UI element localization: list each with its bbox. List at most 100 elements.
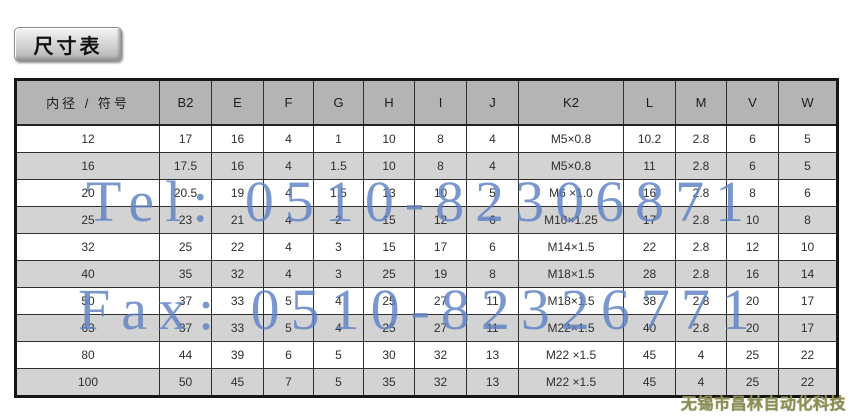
column-header: M	[675, 79, 727, 126]
table-cell: M22×1.5	[518, 314, 624, 342]
table-cell: 23	[159, 206, 212, 234]
table-cell: 20	[726, 314, 779, 342]
column-header: F	[263, 79, 314, 126]
table-cell: 32	[414, 368, 467, 397]
column-header: L	[623, 79, 676, 126]
table-cell: 12	[15, 124, 160, 153]
table-cell: 19	[414, 260, 467, 288]
table-cell: 6	[466, 206, 519, 234]
table-cell: 13	[466, 341, 519, 369]
table-cell: 37	[159, 314, 212, 342]
table-cell: 2.8	[675, 287, 727, 315]
table-row: 80 44 39 6 5 30 32 13 M22 ×1.5 45 4 25 22	[15, 341, 838, 369]
table-cell: 25	[15, 206, 160, 234]
table-cell: 32	[211, 260, 264, 288]
table-cell: 8	[414, 124, 467, 153]
table-row: 16 17.5 16 4 1.5 10 8 4 M5×0.8 11 2.8 6 5	[15, 152, 838, 180]
table-cell: 5	[778, 152, 838, 180]
table-cell: 5	[263, 314, 314, 342]
section-title-button: 尺寸表	[14, 27, 122, 61]
table-cell: 20	[726, 287, 779, 315]
table-cell: 50	[159, 368, 212, 397]
table-cell: 32	[414, 341, 467, 369]
table-cell: 4	[313, 287, 364, 315]
table-cell: 4	[263, 124, 314, 153]
table-row: 32 25 22 4 3 15 17 6 M14×1.5 22 2.8 12 10	[15, 233, 838, 261]
table-cell: 50	[15, 287, 160, 315]
column-header: V	[726, 79, 779, 126]
table-cell: 7	[263, 368, 314, 397]
table-cell: 2.8	[675, 124, 727, 153]
table-cell: 22	[778, 341, 838, 369]
table-cell: 4	[466, 152, 519, 180]
brand-watermark: 无锡市昌林自动化科技	[681, 396, 847, 413]
table-cell: 15	[363, 206, 415, 234]
table-row: 25 23 21 4 2 15 12 6 M10×1.25 17 2.8 10 8	[15, 206, 838, 234]
column-header: J	[466, 79, 519, 126]
table-cell: 12	[414, 206, 467, 234]
table-cell: 20	[15, 179, 160, 207]
table-cell: 4	[263, 206, 314, 234]
column-header: W	[778, 79, 838, 126]
table-cell: 10.2	[623, 124, 676, 153]
table-cell: 13	[466, 368, 519, 397]
table-cell: 8	[726, 179, 779, 207]
table-cell: 28	[623, 260, 676, 288]
table-cell: 6	[466, 233, 519, 261]
table-cell: 80	[15, 341, 160, 369]
table-cell: 10	[778, 233, 838, 261]
table-cell: 5	[466, 179, 519, 207]
table-cell: 27	[414, 314, 467, 342]
table-cell: M14×1.5	[518, 233, 624, 261]
table-cell: 17	[623, 206, 676, 234]
table-cell: 16	[211, 152, 264, 180]
table-cell: M22 ×1.5	[518, 341, 624, 369]
table-row: 20 20.5 19 4 1.5 13 10 5 M6 ×1.0 16 2.8 8 6	[15, 179, 838, 207]
section-title-label: 尺寸表	[33, 35, 103, 58]
table-cell: 12	[726, 233, 779, 261]
table-cell: 4	[263, 260, 314, 288]
table-cell: 2.8	[675, 233, 727, 261]
table-cell: 10	[363, 124, 415, 153]
table-cell: 10	[414, 179, 467, 207]
table-cell: 25	[726, 341, 779, 369]
table-cell: 13	[363, 179, 415, 207]
table-cell: 100	[15, 368, 160, 397]
table-cell: 10	[726, 206, 779, 234]
table-cell: 17	[159, 124, 212, 153]
table-cell: 17	[778, 287, 838, 315]
table-row: 100 50 45 7 5 35 32 13 M22 ×1.5 45 4 25 22	[15, 368, 838, 397]
table-cell: 3	[313, 233, 364, 261]
table-cell: 4	[263, 233, 314, 261]
table-cell: 1.5	[313, 152, 364, 180]
table-cell: 2.8	[675, 179, 727, 207]
column-header: 内径 / 符号	[15, 79, 160, 126]
table-cell: 2	[313, 206, 364, 234]
table-cell: 22	[623, 233, 676, 261]
table-cell: 25	[363, 260, 415, 288]
table-cell: 16	[726, 260, 779, 288]
table-cell: 17	[778, 314, 838, 342]
table-cell: 10	[363, 152, 415, 180]
table-cell: 14	[778, 260, 838, 288]
table-cell: 16	[15, 152, 160, 180]
table-cell: 39	[211, 341, 264, 369]
table-body: 12 17 16 4 1 10 8 4 M5×0.8 10.2 2.8 6 5 16 17.5 16 4 1.5 1…	[15, 124, 838, 397]
table-cell: 4	[466, 124, 519, 153]
table-row: 50 37 33 5 4 25 27 11 M18×1.5 38 2.8 20 17	[15, 287, 838, 315]
table-cell: 17	[414, 233, 467, 261]
table-cell: 25	[159, 233, 212, 261]
table-cell: M5×0.8	[518, 152, 624, 180]
table-cell: 1.5	[313, 179, 364, 207]
table-cell: 17.5	[159, 152, 212, 180]
table-cell: 2.8	[675, 206, 727, 234]
table-cell: 22	[778, 368, 838, 397]
table-cell: 3	[313, 260, 364, 288]
table-cell: 44	[159, 341, 212, 369]
table-cell: 4	[675, 368, 727, 397]
table-cell: 45	[623, 368, 676, 397]
table-cell: 22	[211, 233, 264, 261]
table-row: 40 35 32 4 3 25 19 8 M18×1.5 28 2.8 16 14	[15, 260, 838, 288]
table-cell: 5	[313, 368, 364, 397]
table-cell: 2.8	[675, 152, 727, 180]
